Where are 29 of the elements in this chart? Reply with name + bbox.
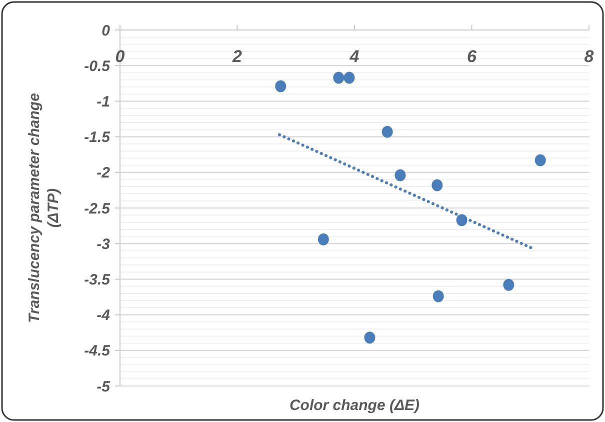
- point: [275, 80, 286, 92]
- point: [382, 126, 393, 138]
- y-tick-label: -2: [96, 164, 111, 182]
- point: [503, 278, 514, 291]
- point: [394, 169, 406, 182]
- y-tick-label: -3: [96, 236, 111, 253]
- x-tick-label: 2: [232, 47, 243, 66]
- point: [344, 72, 355, 84]
- point: [333, 72, 344, 84]
- x-tick-label: 8: [584, 47, 594, 66]
- y-axis-title: Translucency parameter change (ΔTP): [26, 93, 62, 323]
- x-axis-title: Color change (ΔE): [289, 397, 420, 414]
- point: [432, 290, 444, 302]
- y-tick-label: 0: [102, 22, 111, 40]
- point: [534, 154, 546, 166]
- x-tick-label: 0: [115, 47, 126, 66]
- y-tick-label: -4.5: [84, 342, 111, 360]
- point: [364, 332, 376, 344]
- x-tick-label: 4: [348, 47, 360, 66]
- y-tick-label: -1.5: [84, 129, 111, 146]
- x-tick-label: 6: [467, 47, 478, 66]
- point: [432, 179, 443, 192]
- point: [318, 233, 329, 246]
- y-tick-label: -3.5: [84, 271, 111, 288]
- y-tick-label: -1: [96, 93, 110, 110]
- y-tick-label: -4: [96, 307, 111, 324]
- y-tick-label: -5: [96, 378, 111, 396]
- y-tick-label: -2.5: [84, 200, 111, 218]
- y-tick-label: -0.5: [84, 58, 111, 75]
